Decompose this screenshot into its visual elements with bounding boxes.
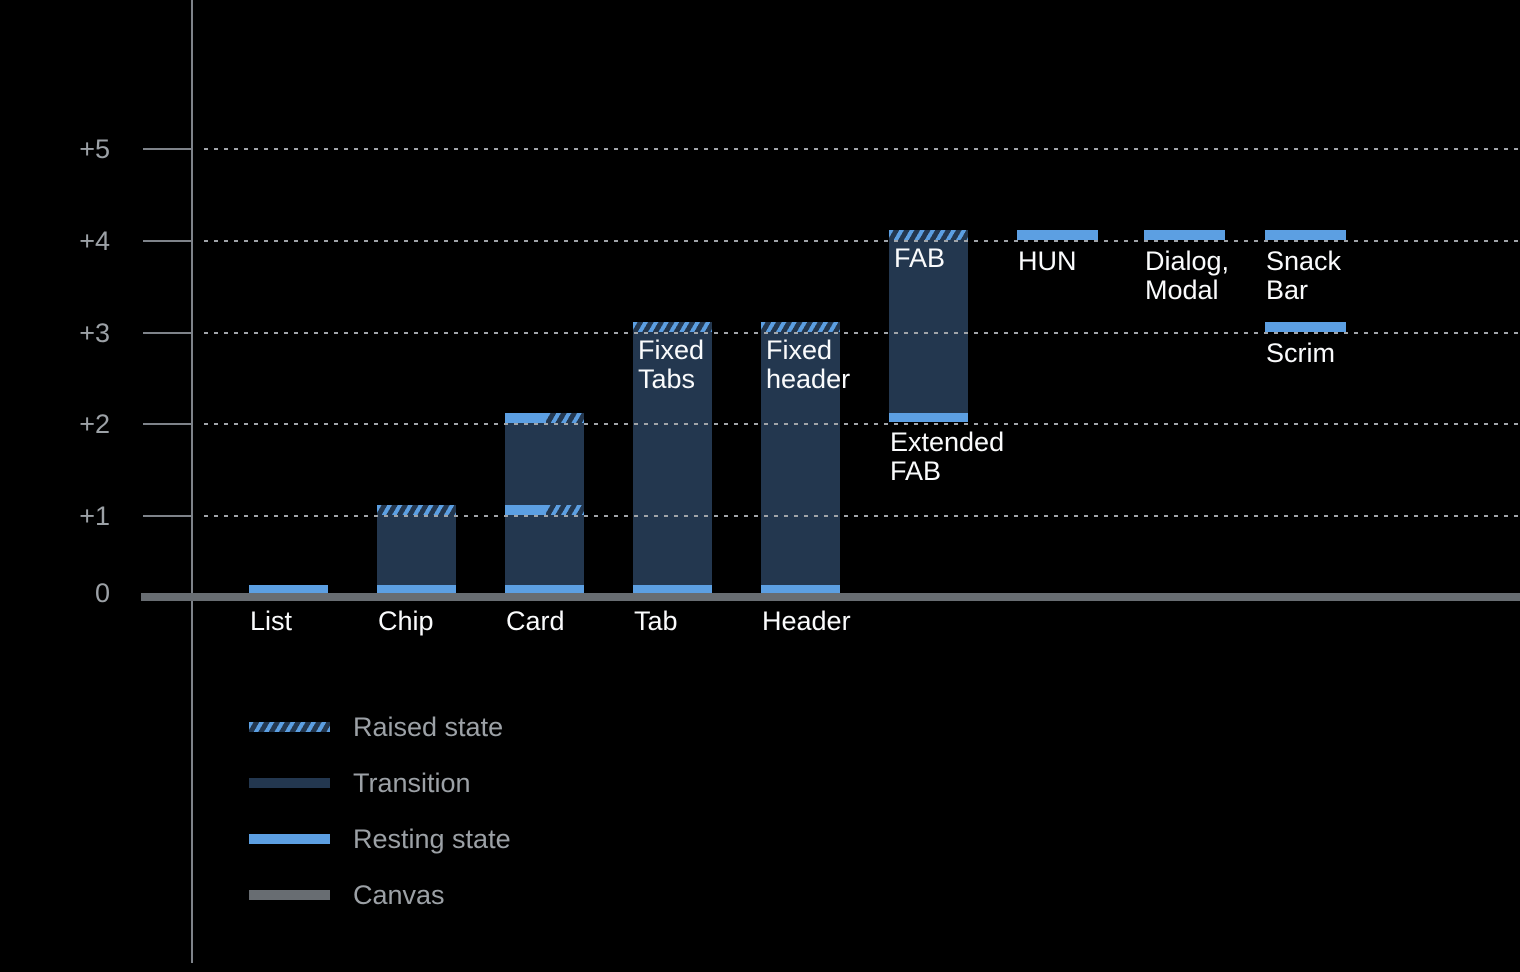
y-tick-label: +2 (79, 409, 110, 439)
y-gridline (204, 423, 1520, 425)
band-raised (761, 322, 840, 332)
y-tick-label: +5 (79, 134, 110, 164)
float-label: Dialog, Modal (1145, 246, 1230, 305)
legend-swatch-resting (249, 834, 330, 844)
float-label: Scrim (1266, 338, 1335, 368)
band-resting (889, 413, 968, 422)
legend-row: Resting state (249, 824, 511, 854)
bar-inner-label: Fixed header (766, 335, 851, 394)
bar-transition (505, 413, 584, 593)
bar-inner-label: Fixed Tabs (638, 335, 705, 394)
legend-row: Raised state (249, 712, 503, 742)
band-resting-raised (505, 413, 584, 423)
category-label: Chip (378, 606, 434, 636)
legend-label: Canvas (353, 879, 445, 910)
band-resting (633, 585, 712, 593)
y-tick (143, 332, 192, 334)
category-label: Header (762, 606, 851, 636)
bar-transition (633, 322, 712, 593)
legend-label: Raised state (353, 711, 504, 742)
legend-swatch-canvas (249, 890, 330, 900)
y-tick-label: +3 (79, 318, 110, 348)
bar-transition (761, 322, 840, 593)
legend-swatch-transition (249, 778, 330, 788)
legend-row: Canvas (249, 880, 445, 910)
band-resting-raised (505, 505, 584, 515)
band-resting-part (505, 505, 547, 515)
y-gridline (204, 148, 1520, 150)
y-gridline (204, 515, 1520, 517)
float-band (1265, 230, 1346, 240)
float-band (1144, 230, 1225, 240)
float-label: HUN (1018, 246, 1077, 276)
bar-inner-label: FAB (894, 243, 946, 273)
canvas-line (141, 593, 1520, 601)
float-band (1265, 322, 1346, 332)
legend-label: Transition (353, 767, 471, 798)
y-gridline (204, 240, 1520, 242)
y-tick-label: +1 (79, 501, 110, 531)
category-label: Card (506, 606, 565, 636)
y-axis-line (191, 0, 193, 963)
band-raised-part (546, 413, 584, 423)
category-label: Tab (634, 606, 678, 636)
band-raised (377, 505, 456, 515)
band-resting (249, 585, 328, 593)
bar-transition (889, 230, 968, 422)
band-raised (633, 322, 712, 332)
y-tick (143, 148, 192, 150)
y-tick-label: 0 (94, 578, 110, 608)
y-tick (143, 240, 192, 242)
band-resting (505, 585, 584, 593)
float-label: Extended FAB (890, 427, 1005, 486)
y-tick (143, 423, 192, 425)
band-resting (761, 585, 840, 593)
band-raised (889, 230, 968, 240)
legend-label: Resting state (353, 823, 511, 854)
band-resting (377, 585, 456, 593)
legend-row: Transition (249, 768, 471, 798)
float-band (1017, 230, 1098, 240)
bar-transition (377, 505, 456, 593)
category-label: List (250, 606, 293, 636)
band-resting-part (505, 413, 547, 423)
legend-swatch-raised (249, 722, 330, 732)
float-label: Snack Bar (1266, 246, 1342, 305)
y-gridline (204, 332, 1520, 334)
y-tick-label: +4 (79, 226, 110, 256)
band-raised-part (546, 505, 584, 515)
y-tick (143, 515, 192, 517)
